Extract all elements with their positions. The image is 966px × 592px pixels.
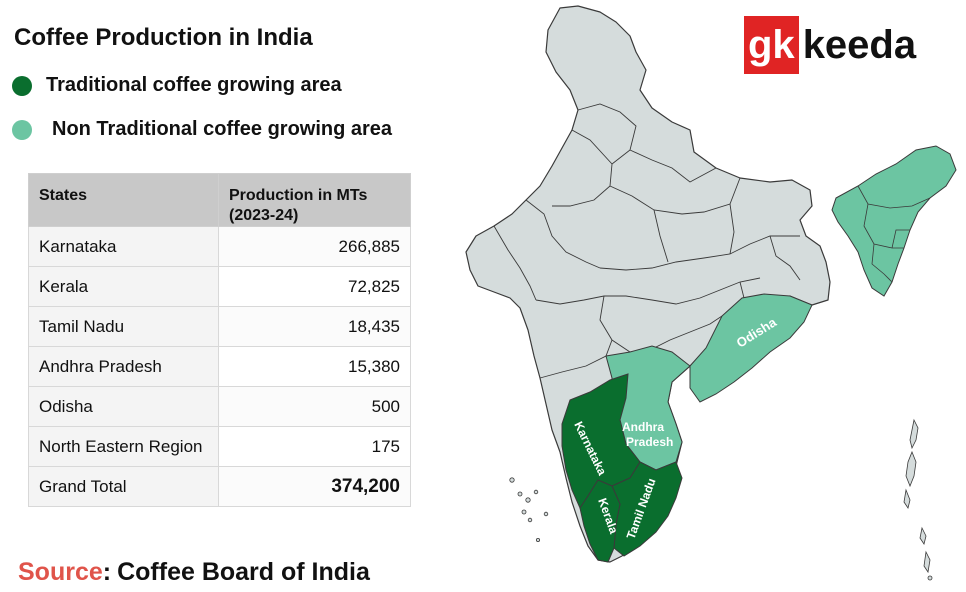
source-line: Source: Coffee Board of India	[18, 558, 370, 587]
table-row: Odisha 500	[28, 386, 411, 427]
lakshadweep-islands	[509, 477, 549, 543]
legend-non-traditional-label: Non Traditional coffee growing area	[52, 118, 393, 140]
header-production: Production in MTs (2023-24)	[218, 173, 411, 227]
value-cell: 18,435	[218, 306, 411, 347]
logo-keeda: keeda	[802, 22, 917, 67]
gkkeeda-logo: gk keeda	[744, 16, 916, 74]
legend-traditional-label: Traditional coffee growing area	[46, 74, 342, 96]
table-row: North Eastern Region 175	[28, 426, 411, 467]
andhra-label-line1: Andhra	[622, 420, 664, 434]
legend-non-traditional: Non Traditional coffee growing area	[12, 118, 392, 141]
source-colon: :	[102, 558, 112, 586]
value-cell: 175	[218, 426, 411, 467]
page-title: Coffee Production in India	[14, 24, 313, 51]
logo-gk: gk	[744, 16, 799, 74]
total-label-cell: Grand Total	[28, 466, 219, 507]
state-cell: Andhra Pradesh	[28, 346, 219, 387]
odisha-region	[689, 293, 813, 403]
total-value-cell: 374,200	[218, 466, 411, 507]
state-cell: Odisha	[28, 386, 219, 427]
value-cell: 500	[218, 386, 411, 427]
total-row: Grand Total 374,200	[28, 466, 411, 507]
source-text: Coffee Board of India	[117, 558, 370, 586]
andhra-label-line2: Pradesh	[626, 435, 673, 449]
state-cell: Karnataka	[28, 226, 219, 267]
andaman-islands	[903, 418, 933, 581]
value-cell: 72,825	[218, 266, 411, 307]
state-borders	[493, 103, 801, 379]
value-cell: 266,885	[218, 226, 411, 267]
kerala-region	[579, 479, 621, 563]
traditional-dot-icon	[12, 75, 32, 96]
source-label: Source	[18, 558, 103, 586]
non-traditional-dot-icon	[12, 119, 32, 140]
state-cell: North Eastern Region	[28, 426, 219, 467]
north-east-borders	[857, 185, 931, 283]
table-header-row: States Production in MTs (2023-24)	[28, 173, 411, 227]
north-east-region	[831, 145, 957, 297]
legend-traditional: Traditional coffee growing area	[12, 74, 342, 97]
production-table: States Production in MTs (2023-24) Karna…	[28, 173, 411, 507]
table-row: Karnataka 266,885	[28, 226, 411, 267]
